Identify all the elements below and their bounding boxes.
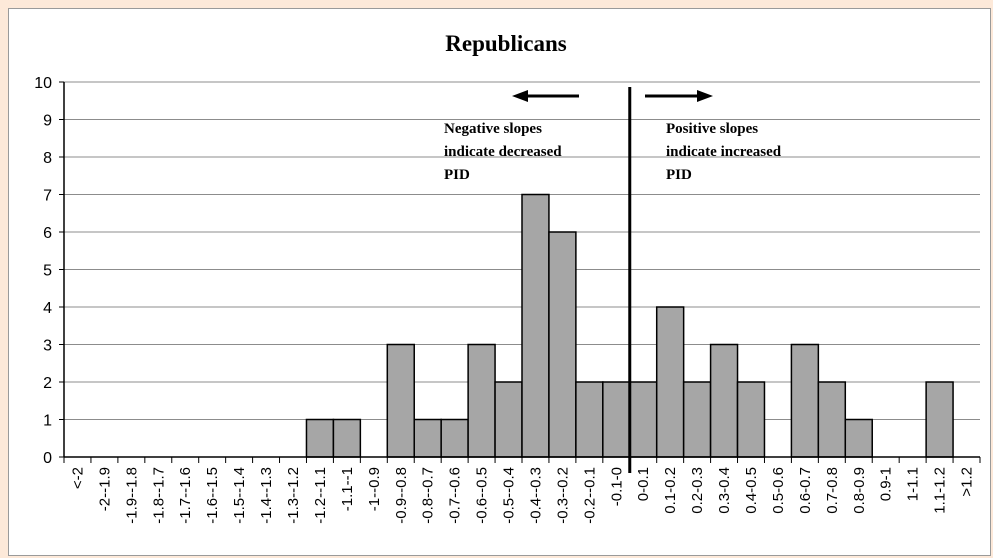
bar xyxy=(709,343,739,458)
bar xyxy=(655,306,685,458)
y-tick-label: 6 xyxy=(43,225,52,242)
x-tick-label: 0.1-0.2 xyxy=(662,467,679,514)
bar xyxy=(925,381,954,458)
bar xyxy=(682,381,712,458)
x-tick-label: 0.9-1 xyxy=(878,467,895,501)
x-tick-label: -1--0.9 xyxy=(366,467,383,511)
x-tick-label: 0.6-0.7 xyxy=(797,467,814,514)
x-tick-label: -1.8--1.7 xyxy=(150,467,167,524)
bar xyxy=(386,343,415,458)
x-tick-label: -0.5--0.4 xyxy=(501,467,518,524)
x-tick-label: 0-0.1 xyxy=(635,467,652,501)
negative-annotation-line: Negative slopes xyxy=(444,121,542,137)
histogram-chart: Republicans 0 1 2 3 4 5 6 7 8 9 10 <-2 -2--1.9 -1.9-… xyxy=(34,31,981,524)
x-tick-label: <-2 xyxy=(69,467,86,489)
x-tick-label: -1.4--1.3 xyxy=(258,467,275,524)
y-tick-labels: 0 1 2 3 4 5 6 7 8 9 10 xyxy=(34,75,52,467)
positive-annotation-line: indicate increased xyxy=(666,144,782,160)
bar xyxy=(817,381,847,458)
x-tick-label: -0.2--0.1 xyxy=(581,467,598,524)
axes xyxy=(63,82,981,463)
y-tick-label: 5 xyxy=(43,263,52,280)
x-tick-label: -2--1.9 xyxy=(96,467,113,511)
x-tick-label: -0.9--0.8 xyxy=(393,467,410,524)
positive-annotation: Positive slopes indicate increased PID xyxy=(666,121,785,183)
x-tick-label: -0.1-0 xyxy=(608,467,625,506)
bar xyxy=(467,343,496,458)
x-tick-label: 1-1.1 xyxy=(905,467,922,501)
chart-frame: Republicans 0 1 2 3 4 5 6 7 8 9 10 <-2 -2--1.9 -1.9-… xyxy=(8,8,991,556)
negative-annotation: Negative slopes indicate decreased PID xyxy=(444,121,565,183)
bar xyxy=(332,418,362,458)
bar xyxy=(440,418,469,458)
chart-title: Republicans xyxy=(445,31,566,56)
x-tick-label: 0.5-0.6 xyxy=(770,467,787,514)
bar xyxy=(548,231,577,458)
x-tick-label: -0.4--0.3 xyxy=(527,467,544,524)
x-tick-label: -1.3--1.2 xyxy=(285,467,302,524)
x-tick-label: 0.7-0.8 xyxy=(824,467,841,514)
bar xyxy=(575,381,604,458)
x-tick-label: 0.4-0.5 xyxy=(743,467,760,514)
y-tick-label: 4 xyxy=(43,300,52,317)
positive-annotation-line: Positive slopes xyxy=(666,121,758,137)
x-tick-label: 0.8-0.9 xyxy=(851,467,868,514)
x-tick-label: -0.8--0.7 xyxy=(420,467,437,524)
y-tick-label: 9 xyxy=(43,113,52,130)
x-tick-label: -1.7--1.6 xyxy=(177,467,194,524)
negative-annotation-line: PID xyxy=(444,167,470,183)
negative-annotation-line: indicate decreased xyxy=(444,144,562,160)
x-tick-label: -0.6--0.5 xyxy=(474,467,491,524)
bar xyxy=(494,381,523,458)
positive-annotation-line: PID xyxy=(666,167,692,183)
direction-arrows xyxy=(512,90,713,102)
y-tick-label: 10 xyxy=(34,75,52,92)
x-tick-label: >1.2 xyxy=(959,467,976,497)
x-tick-label: -1.6--1.5 xyxy=(204,467,221,524)
bar xyxy=(629,381,658,458)
x-tick-label: 0.3-0.4 xyxy=(716,467,733,514)
x-tick-label: 1.1-1.2 xyxy=(932,467,949,514)
bar xyxy=(844,418,873,458)
bars xyxy=(305,193,954,458)
x-tick-label: -0.7--0.6 xyxy=(447,467,464,524)
y-tick-label: 3 xyxy=(43,338,52,355)
bar xyxy=(602,381,631,458)
bar xyxy=(790,343,820,458)
x-tick-labels: <-2 -2--1.9 -1.9--1.8 -1.8--1.7 -1.7--1.6 -1.… xyxy=(69,467,975,524)
x-tick-label: -1.5--1.4 xyxy=(231,467,248,524)
left-arrow-head xyxy=(512,90,528,102)
bar xyxy=(305,418,335,458)
y-tick-label: 2 xyxy=(43,375,52,392)
x-tick-label: -1.9--1.8 xyxy=(123,467,140,524)
bar xyxy=(521,193,550,458)
bar xyxy=(736,381,766,458)
bar xyxy=(413,418,442,458)
y-tick-label: 7 xyxy=(43,188,52,205)
x-tick-label: -0.3--0.2 xyxy=(554,467,571,524)
y-tick-label: 0 xyxy=(43,450,52,467)
right-arrow-head xyxy=(697,90,713,102)
y-tick-label: 1 xyxy=(43,413,52,430)
x-tick-label: -1.2--1.1 xyxy=(312,467,329,524)
x-tick-label: -1.1--1 xyxy=(339,467,356,511)
x-tick-label: 0.2-0.3 xyxy=(689,467,706,514)
y-tick-label: 8 xyxy=(43,150,52,167)
